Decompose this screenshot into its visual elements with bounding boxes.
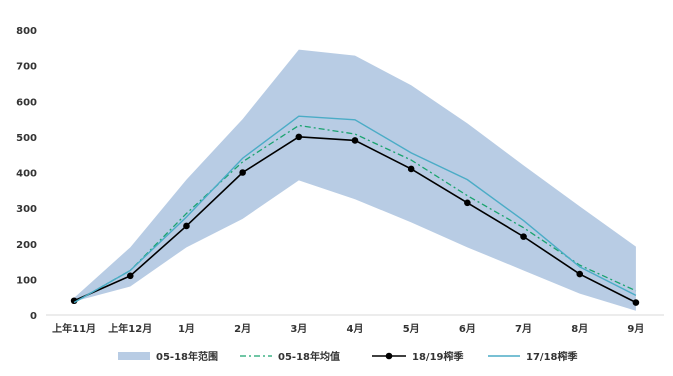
- x-tick-label: 上年12月: [108, 322, 152, 335]
- x-tick-label: 2月: [234, 323, 251, 335]
- series-line: [73, 124, 637, 304]
- series-point: [520, 233, 527, 240]
- y-tick-label: 300: [16, 204, 37, 215]
- series-point: [351, 137, 359, 144]
- y-tick-label: 0: [30, 311, 37, 322]
- series-point: [464, 199, 471, 207]
- legend-label: 17/18榨季: [526, 350, 578, 363]
- legend-swatch-marker: [385, 352, 393, 360]
- y-tick-label: 500: [16, 133, 37, 144]
- legend-swatch-range: [118, 352, 150, 360]
- y-tick-label: 600: [16, 97, 37, 108]
- x-tick-label: 9月: [627, 323, 644, 335]
- y-tick-label: 200: [16, 240, 37, 251]
- x-tick-label: 8月: [571, 323, 588, 335]
- series-point: [407, 165, 415, 173]
- series-point: [576, 270, 584, 278]
- series-point: [239, 169, 246, 176]
- series-point: [183, 222, 190, 230]
- x-tick-label: 3月: [290, 323, 307, 335]
- x-tick-label: 6月: [459, 323, 476, 335]
- range-band-area: [74, 49, 636, 311]
- series-point: [126, 272, 134, 280]
- legend-label: 05-18年范围: [156, 350, 218, 363]
- y-tick-label: 400: [16, 169, 37, 180]
- x-tick-label: 4月: [347, 323, 364, 335]
- legend-label: 05-18年均值: [278, 350, 340, 363]
- x-tick-label: 上年11月: [52, 322, 96, 335]
- legend-label: 18/19榨季: [412, 350, 464, 363]
- series-line: [73, 115, 637, 304]
- x-tick-label: 7月: [515, 323, 532, 335]
- x-tick-label: 1月: [178, 323, 195, 335]
- x-tick-label: 5月: [403, 323, 420, 335]
- y-tick-label: 800: [16, 26, 37, 37]
- series-point: [295, 133, 303, 141]
- series-point: [632, 299, 640, 306]
- series-point: [70, 297, 78, 305]
- y-tick-label: 700: [16, 62, 37, 73]
- y-tick-label: 100: [16, 275, 37, 286]
